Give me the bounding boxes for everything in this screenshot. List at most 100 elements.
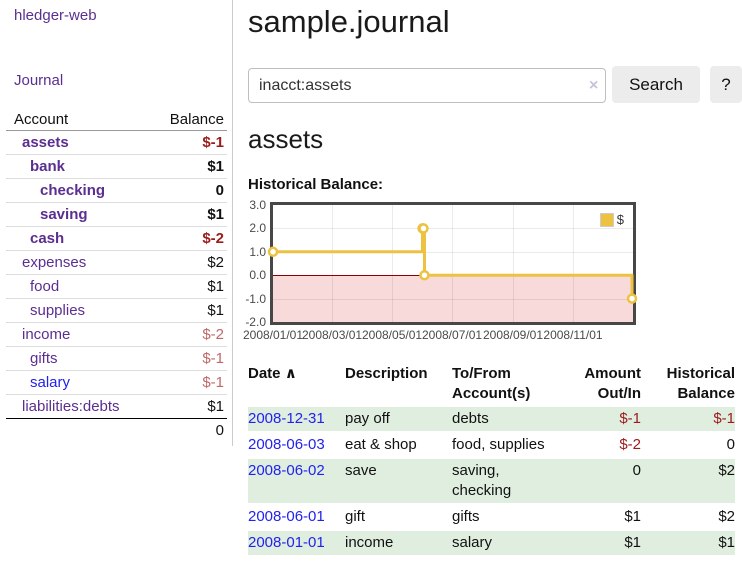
transaction-date-link[interactable]: 2008-01-01	[248, 534, 325, 551]
account-balance: $1	[207, 302, 224, 319]
account-link[interactable]: cash	[30, 230, 65, 247]
transaction-description: save	[345, 459, 452, 503]
legend-label: $	[616, 212, 624, 227]
account-link[interactable]: bank	[30, 158, 66, 175]
transaction-date-link[interactable]: 2008-06-03	[248, 436, 325, 453]
accounts-total-row: 0	[6, 419, 227, 442]
gridline	[573, 205, 574, 322]
transaction-accounts: saving, checking	[452, 459, 564, 503]
y-axis-label: 0.0	[249, 268, 266, 283]
transaction-description: eat & shop	[345, 436, 417, 453]
transaction-amount: 0	[564, 459, 641, 503]
transaction-date-link[interactable]: 2008-06-01	[248, 508, 325, 525]
transaction-accounts: debts	[452, 407, 564, 431]
sidebar: hledger-web Journal Account Balance asse…	[0, 0, 233, 446]
brand-link[interactable]: hledger-web	[14, 7, 97, 24]
transaction-balance: $2	[641, 459, 735, 503]
date-column-header[interactable]: Date ∧	[248, 363, 345, 405]
register-table: Date ∧ Description To/From Account(s) Am…	[248, 361, 735, 557]
gridline	[452, 205, 454, 322]
y-axis-label: 3.0	[249, 198, 266, 212]
account-link[interactable]: gifts	[30, 350, 58, 367]
account-row: bank $1	[6, 155, 227, 179]
series-line	[267, 223, 638, 304]
account-row: saving $1	[6, 203, 227, 227]
register-row: 2008-12-31 pay off debts $-1 $-1	[248, 407, 735, 431]
register-header-row: Date ∧ Description To/From Account(s) Am…	[248, 363, 735, 405]
transaction-date-link[interactable]: 2008-06-02	[248, 462, 325, 479]
journal-nav-link[interactable]: Journal	[14, 72, 64, 89]
transaction-description: pay off	[345, 407, 452, 431]
account-link[interactable]: saving	[40, 206, 88, 223]
transaction-description: income	[345, 531, 452, 555]
account-balance: $-1	[202, 350, 224, 367]
account-link[interactable]: salary	[30, 374, 71, 391]
register-row: 2008-01-01 income salary $1 $1	[248, 531, 735, 555]
account-balance: 0	[215, 182, 224, 199]
account-row: food $1	[6, 275, 227, 299]
transaction-amount: $-1	[564, 407, 641, 431]
account-link[interactable]: checking	[40, 182, 106, 199]
account-link[interactable]: expenses	[22, 254, 87, 271]
legend-swatch	[599, 212, 614, 227]
account-link[interactable]: food	[30, 278, 60, 295]
description-column-header: Description	[345, 365, 428, 382]
account-row: checking 0	[6, 179, 227, 203]
tofrom-column-header: To/From Account(s)	[452, 365, 531, 402]
account-row: income $-2	[6, 323, 227, 347]
search-input[interactable]	[248, 68, 606, 103]
x-axis-label: 2008/05/01	[361, 328, 423, 342]
account-row: gifts $-1	[6, 347, 227, 371]
account-link[interactable]: supplies	[30, 302, 86, 319]
y-axis-label: -1.0	[245, 291, 266, 306]
date-header-label: Date	[248, 365, 281, 382]
chart-title: Historical Balance:	[248, 176, 384, 193]
x-axis-label: 2008/01/01	[242, 328, 304, 342]
transaction-balance: 0	[726, 436, 735, 453]
account-link[interactable]: assets	[22, 134, 69, 151]
transaction-accounts: salary	[452, 531, 564, 555]
transaction-accounts: food, supplies	[452, 436, 545, 453]
account-column-header: Account	[14, 111, 69, 128]
transaction-date-link[interactable]: 2008-12-31	[248, 410, 325, 427]
gridline	[273, 298, 633, 300]
amount-column-header: Amount Out/In	[584, 365, 641, 402]
chart-plot-area: $	[267, 202, 638, 325]
x-axis-label: 2008/11/01	[543, 328, 603, 342]
gridline	[273, 251, 633, 253]
gridline	[392, 205, 394, 322]
chart-legend: $	[597, 211, 626, 228]
gridline	[332, 205, 334, 322]
account-balance: $-2	[202, 230, 224, 247]
transaction-balance: $1	[641, 531, 735, 555]
help-button[interactable]: ?	[710, 66, 742, 103]
account-row: supplies $1	[6, 299, 227, 323]
account-row: assets $-1	[6, 131, 227, 155]
account-balance: $1	[207, 158, 224, 175]
account-balance: $1	[207, 398, 224, 415]
account-link[interactable]: liabilities:debts	[22, 398, 120, 415]
x-axis-label: 2008/03/01	[301, 328, 363, 342]
account-balance: $-1	[202, 134, 224, 151]
accounts-table-body: assets $-1 bank $1 checking 0 saving $1 …	[6, 131, 227, 419]
page-title: sample.journal	[248, 4, 450, 39]
data-point-marker	[267, 246, 279, 258]
register-row: 2008-06-01 gift gifts $1 $2	[248, 505, 735, 529]
transaction-amount: $-2	[619, 436, 641, 453]
account-heading: assets	[248, 124, 324, 154]
clear-search-icon[interactable]: ×	[589, 77, 599, 94]
account-link[interactable]: income	[22, 326, 71, 343]
x-axis-label: 2008/09/01	[482, 328, 544, 342]
historical-balance-column-header: Historical Balance	[666, 365, 735, 402]
transaction-balance: $-1	[641, 407, 735, 431]
negative-region	[273, 275, 633, 322]
y-axis-label: 2.0	[249, 221, 266, 236]
balance-column-header: Balance	[169, 111, 224, 128]
data-point-marker	[626, 293, 638, 304]
data-point-marker	[419, 269, 430, 281]
transaction-amount: $1	[564, 531, 641, 555]
search-button[interactable]: Search	[612, 66, 700, 103]
transaction-accounts: gifts	[452, 508, 480, 525]
register-row: 2008-06-03 eat & shop food, supplies $-2…	[248, 433, 735, 457]
accounts-table-header: Account Balance	[6, 107, 227, 131]
